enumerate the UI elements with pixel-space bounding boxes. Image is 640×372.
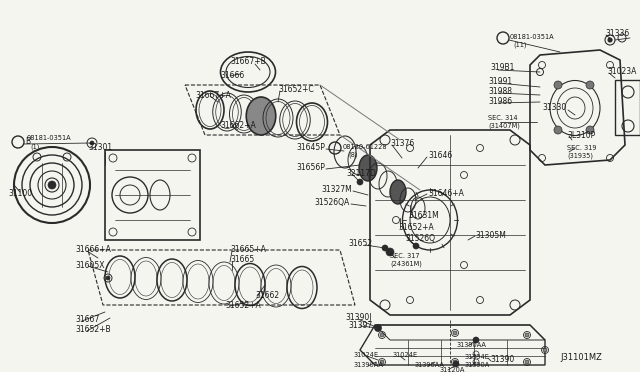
Text: 32117D: 32117D	[346, 169, 376, 177]
Text: 31376: 31376	[390, 138, 414, 148]
Circle shape	[357, 179, 363, 185]
Circle shape	[473, 337, 479, 343]
Circle shape	[374, 324, 381, 331]
Text: 31646: 31646	[428, 151, 452, 160]
Text: 31397: 31397	[348, 321, 372, 330]
Circle shape	[554, 126, 562, 134]
Text: 31652+C: 31652+C	[278, 86, 314, 94]
Text: 31336: 31336	[605, 29, 629, 38]
Text: J31101MZ: J31101MZ	[560, 353, 602, 362]
Text: 31023A: 31023A	[607, 67, 636, 77]
Circle shape	[380, 360, 384, 364]
Circle shape	[106, 276, 110, 280]
Text: 31652+B: 31652+B	[75, 326, 111, 334]
Text: 31301: 31301	[88, 144, 112, 153]
Text: 31024E: 31024E	[393, 352, 418, 358]
Text: 31100: 31100	[8, 189, 32, 198]
Text: 31390AA: 31390AA	[415, 362, 445, 368]
Circle shape	[386, 248, 394, 256]
Circle shape	[382, 245, 388, 251]
Circle shape	[453, 360, 457, 364]
Text: 31120A: 31120A	[440, 367, 465, 372]
Circle shape	[586, 126, 594, 134]
Text: (1): (1)	[30, 144, 40, 150]
Text: 31991: 31991	[488, 77, 512, 87]
Text: SEC. 319: SEC. 319	[567, 145, 596, 151]
Text: (8): (8)	[348, 152, 358, 158]
Circle shape	[453, 361, 459, 367]
Bar	[615, 80, 640, 135]
Text: (31935): (31935)	[567, 153, 593, 159]
Text: 31667+B: 31667+B	[230, 58, 266, 67]
Text: 31666: 31666	[220, 71, 244, 80]
Text: 31394E: 31394E	[465, 354, 490, 360]
Text: (11): (11)	[513, 42, 527, 48]
Ellipse shape	[246, 97, 276, 135]
Text: 31656P: 31656P	[296, 164, 325, 173]
Text: 31986: 31986	[488, 97, 512, 106]
Circle shape	[413, 243, 419, 249]
Text: 31390: 31390	[490, 356, 515, 365]
Text: (24361M): (24361M)	[390, 261, 422, 267]
Text: 31652+A: 31652+A	[225, 301, 260, 310]
Text: 08181-0351A: 08181-0351A	[27, 135, 72, 141]
Bar	[105, 150, 200, 240]
Circle shape	[90, 141, 94, 145]
Text: 31988: 31988	[488, 87, 512, 96]
Text: 31662+A: 31662+A	[220, 121, 256, 129]
Text: 31652: 31652	[348, 240, 372, 248]
Text: 31665: 31665	[230, 256, 254, 264]
Text: 31390AA: 31390AA	[457, 342, 487, 348]
Ellipse shape	[390, 180, 406, 204]
Text: (31407M): (31407M)	[488, 123, 520, 129]
Text: 08120-61228: 08120-61228	[343, 144, 388, 150]
Text: 31305M: 31305M	[475, 231, 506, 240]
Text: 3L310P: 3L310P	[567, 131, 595, 140]
Text: 31667: 31667	[75, 315, 99, 324]
Circle shape	[525, 333, 529, 337]
Circle shape	[453, 331, 457, 335]
Text: 31646+A: 31646+A	[428, 189, 464, 198]
Circle shape	[543, 348, 547, 352]
Circle shape	[554, 81, 562, 89]
Text: 31652+A: 31652+A	[398, 222, 434, 231]
Text: 31645P: 31645P	[296, 144, 325, 153]
Text: 31667+A: 31667+A	[195, 90, 231, 99]
Circle shape	[586, 81, 594, 89]
Text: 31666+A: 31666+A	[75, 244, 111, 253]
Text: 31390AA: 31390AA	[354, 362, 384, 368]
Circle shape	[380, 333, 384, 337]
Text: B: B	[25, 137, 30, 145]
Text: SEC. 314: SEC. 314	[488, 115, 518, 121]
Circle shape	[525, 360, 529, 364]
Text: 31665+A: 31665+A	[230, 244, 266, 253]
Text: SEC. 317: SEC. 317	[390, 253, 420, 259]
Text: 08181-0351A: 08181-0351A	[510, 34, 555, 40]
Text: 31330: 31330	[543, 103, 567, 112]
Circle shape	[608, 38, 612, 42]
Text: 31526Q: 31526Q	[405, 234, 435, 243]
Text: 31631M: 31631M	[408, 211, 439, 219]
Text: 31390J: 31390J	[345, 314, 371, 323]
Text: 31390A: 31390A	[465, 362, 490, 368]
Text: 31526QA: 31526QA	[315, 199, 350, 208]
Ellipse shape	[359, 155, 377, 181]
Circle shape	[48, 181, 56, 189]
Text: 31662: 31662	[255, 291, 279, 299]
Text: 31024E: 31024E	[354, 352, 379, 358]
Text: 31605X: 31605X	[75, 260, 104, 269]
Text: 319B1: 319B1	[490, 64, 515, 73]
Text: 31327M: 31327M	[321, 186, 352, 195]
